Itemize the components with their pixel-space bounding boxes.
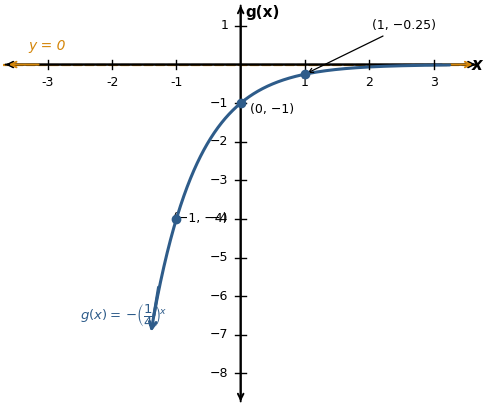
Text: −1: −1 [210, 96, 228, 109]
Text: g(x): g(x) [246, 5, 280, 20]
Text: y = 0: y = 0 [29, 39, 66, 53]
Text: −3: −3 [210, 174, 228, 187]
Text: (0, −1): (0, −1) [250, 103, 295, 116]
Text: 3: 3 [430, 76, 437, 89]
Text: −6: −6 [210, 290, 228, 303]
Text: -1: -1 [170, 76, 183, 89]
Text: x: x [472, 55, 483, 74]
Text: −5: −5 [210, 251, 228, 264]
Text: 1: 1 [301, 76, 309, 89]
Text: $g(x) = -\!\left(\dfrac{1}{4}\right)^{\!x}$: $g(x) = -\!\left(\dfrac{1}{4}\right)^{\!… [80, 302, 167, 329]
Text: −2: −2 [210, 135, 228, 148]
Text: (1, −0.25): (1, −0.25) [309, 19, 436, 72]
Text: 2: 2 [365, 76, 373, 89]
Text: −4: −4 [210, 212, 228, 225]
Text: −8: −8 [210, 367, 228, 380]
Text: -3: -3 [41, 76, 54, 89]
Text: -2: -2 [106, 76, 118, 89]
Text: (−1, −4): (−1, −4) [173, 212, 228, 225]
Text: 1: 1 [221, 20, 228, 33]
Text: −7: −7 [210, 328, 228, 341]
